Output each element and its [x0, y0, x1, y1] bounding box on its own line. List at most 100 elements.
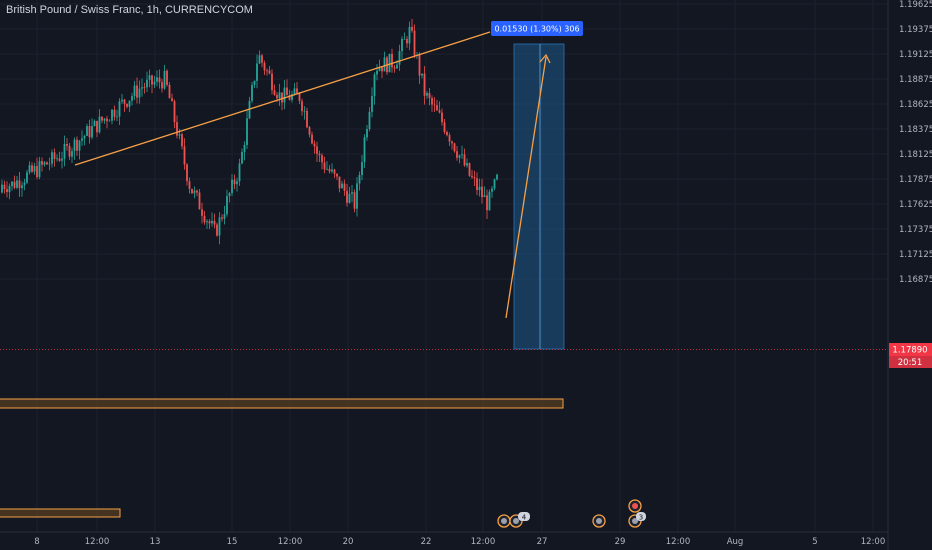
candle-body — [81, 138, 83, 141]
candle-body — [286, 87, 288, 96]
projection-label: 0.01530 (1.30%) 306 — [494, 25, 579, 34]
candle-body — [321, 155, 323, 163]
price-tick-label: 1.18625 — [899, 100, 932, 110]
candle-body — [336, 173, 338, 177]
candle-body — [91, 126, 93, 138]
candle-body — [356, 183, 358, 209]
candle-body — [341, 183, 343, 189]
candle-body — [23, 182, 26, 186]
support-zone[interactable] — [0, 398, 564, 409]
event-marker[interactable] — [592, 514, 606, 528]
candle-body — [428, 93, 431, 99]
candle-body — [116, 116, 118, 118]
candle-body — [443, 122, 446, 133]
candle-body — [398, 51, 401, 65]
candle-body — [213, 220, 216, 225]
candle-body — [243, 144, 246, 153]
candle-body — [153, 81, 156, 85]
candle-body — [283, 87, 286, 103]
time-tick-label: 27 — [537, 537, 548, 547]
candle-body — [18, 180, 21, 189]
price-tick-label: 1.17125 — [899, 250, 932, 260]
price-tick-label: 1.19625 — [899, 0, 932, 10]
event-count-text: 3 — [639, 514, 643, 522]
candle-body — [128, 100, 131, 107]
candle-body — [141, 87, 143, 89]
candle-body — [421, 73, 423, 76]
candle-body — [31, 165, 33, 172]
candle-body — [358, 174, 361, 184]
event-marker-alert[interactable] — [628, 499, 642, 513]
candle-body — [156, 77, 158, 82]
candle-body — [381, 67, 383, 72]
projection-arrow[interactable] — [505, 56, 547, 319]
candle-body — [26, 172, 28, 183]
candle-body — [271, 73, 273, 91]
candle-body — [98, 116, 101, 133]
candle-body — [338, 176, 341, 189]
candle-body — [68, 145, 71, 157]
candle-body — [441, 112, 443, 123]
candle-body — [61, 158, 63, 161]
candle-body — [126, 103, 128, 107]
projection-box[interactable] — [513, 43, 565, 350]
price-tick-label: 1.18875 — [899, 75, 932, 85]
candle-body — [288, 95, 291, 100]
candle-body — [21, 185, 23, 189]
event-marker[interactable] — [497, 514, 511, 528]
price-axis[interactable]: 1.19625 1.19375 1.19125 1.18875 1.18625 1.183… — [899, 0, 932, 285]
lower-zone[interactable] — [0, 508, 121, 518]
time-tick-label: 22 — [421, 537, 432, 547]
candle-body — [276, 94, 278, 99]
candle-body — [28, 165, 31, 173]
time-tick-label: 29 — [615, 537, 626, 547]
candle-body — [281, 92, 283, 103]
candle-body — [246, 118, 248, 145]
candle-body — [438, 110, 441, 113]
candle-body — [138, 88, 141, 98]
candle-body — [223, 214, 226, 219]
candle-body — [148, 75, 151, 80]
candle-body — [431, 98, 433, 105]
time-axis[interactable]: 8 12:00 13 15 12:00 20 22 12:00 27 29 12:00 Aug 5 12:… — [34, 537, 885, 547]
current-price-tag — [889, 343, 932, 356]
candle-body — [6, 189, 8, 193]
candle-body — [348, 193, 351, 203]
candle-body — [273, 90, 276, 95]
candle-body — [233, 179, 236, 185]
candle-body — [201, 209, 203, 216]
candle-body — [171, 98, 173, 102]
event-markers[interactable]: 4 3 — [497, 499, 646, 528]
candle-body — [121, 99, 123, 102]
time-tick-label: 12:00 — [278, 537, 303, 547]
candle-body — [56, 158, 58, 160]
candle-body — [143, 87, 146, 89]
time-tick-label: 12:00 — [666, 537, 691, 547]
time-tick-label: 12:00 — [861, 537, 886, 547]
candle-body — [461, 154, 463, 156]
candle-body — [176, 122, 178, 136]
candle-body — [1, 184, 3, 193]
candle-body — [218, 217, 221, 236]
candle-body — [258, 55, 261, 64]
candle-body — [363, 137, 366, 163]
countdown-text: 20:51 — [898, 358, 923, 368]
candle-body — [188, 181, 191, 189]
candle-body — [458, 155, 461, 158]
price-tick-label: 1.17625 — [899, 200, 932, 210]
candle-body — [193, 190, 196, 194]
candle-body — [326, 168, 328, 170]
price-tick-label: 1.19375 — [899, 25, 932, 35]
resistance-trendline[interactable] — [74, 31, 491, 166]
projection-label-box[interactable] — [491, 21, 583, 36]
candle-body — [301, 101, 303, 112]
candle-body — [146, 79, 148, 88]
time-tick-label: 12:00 — [85, 537, 110, 547]
candle-body — [488, 191, 491, 211]
candle-body — [13, 181, 16, 188]
candle-body — [436, 105, 438, 111]
candle-body — [123, 99, 126, 104]
candle-body — [333, 169, 336, 174]
candle-body — [36, 166, 38, 178]
